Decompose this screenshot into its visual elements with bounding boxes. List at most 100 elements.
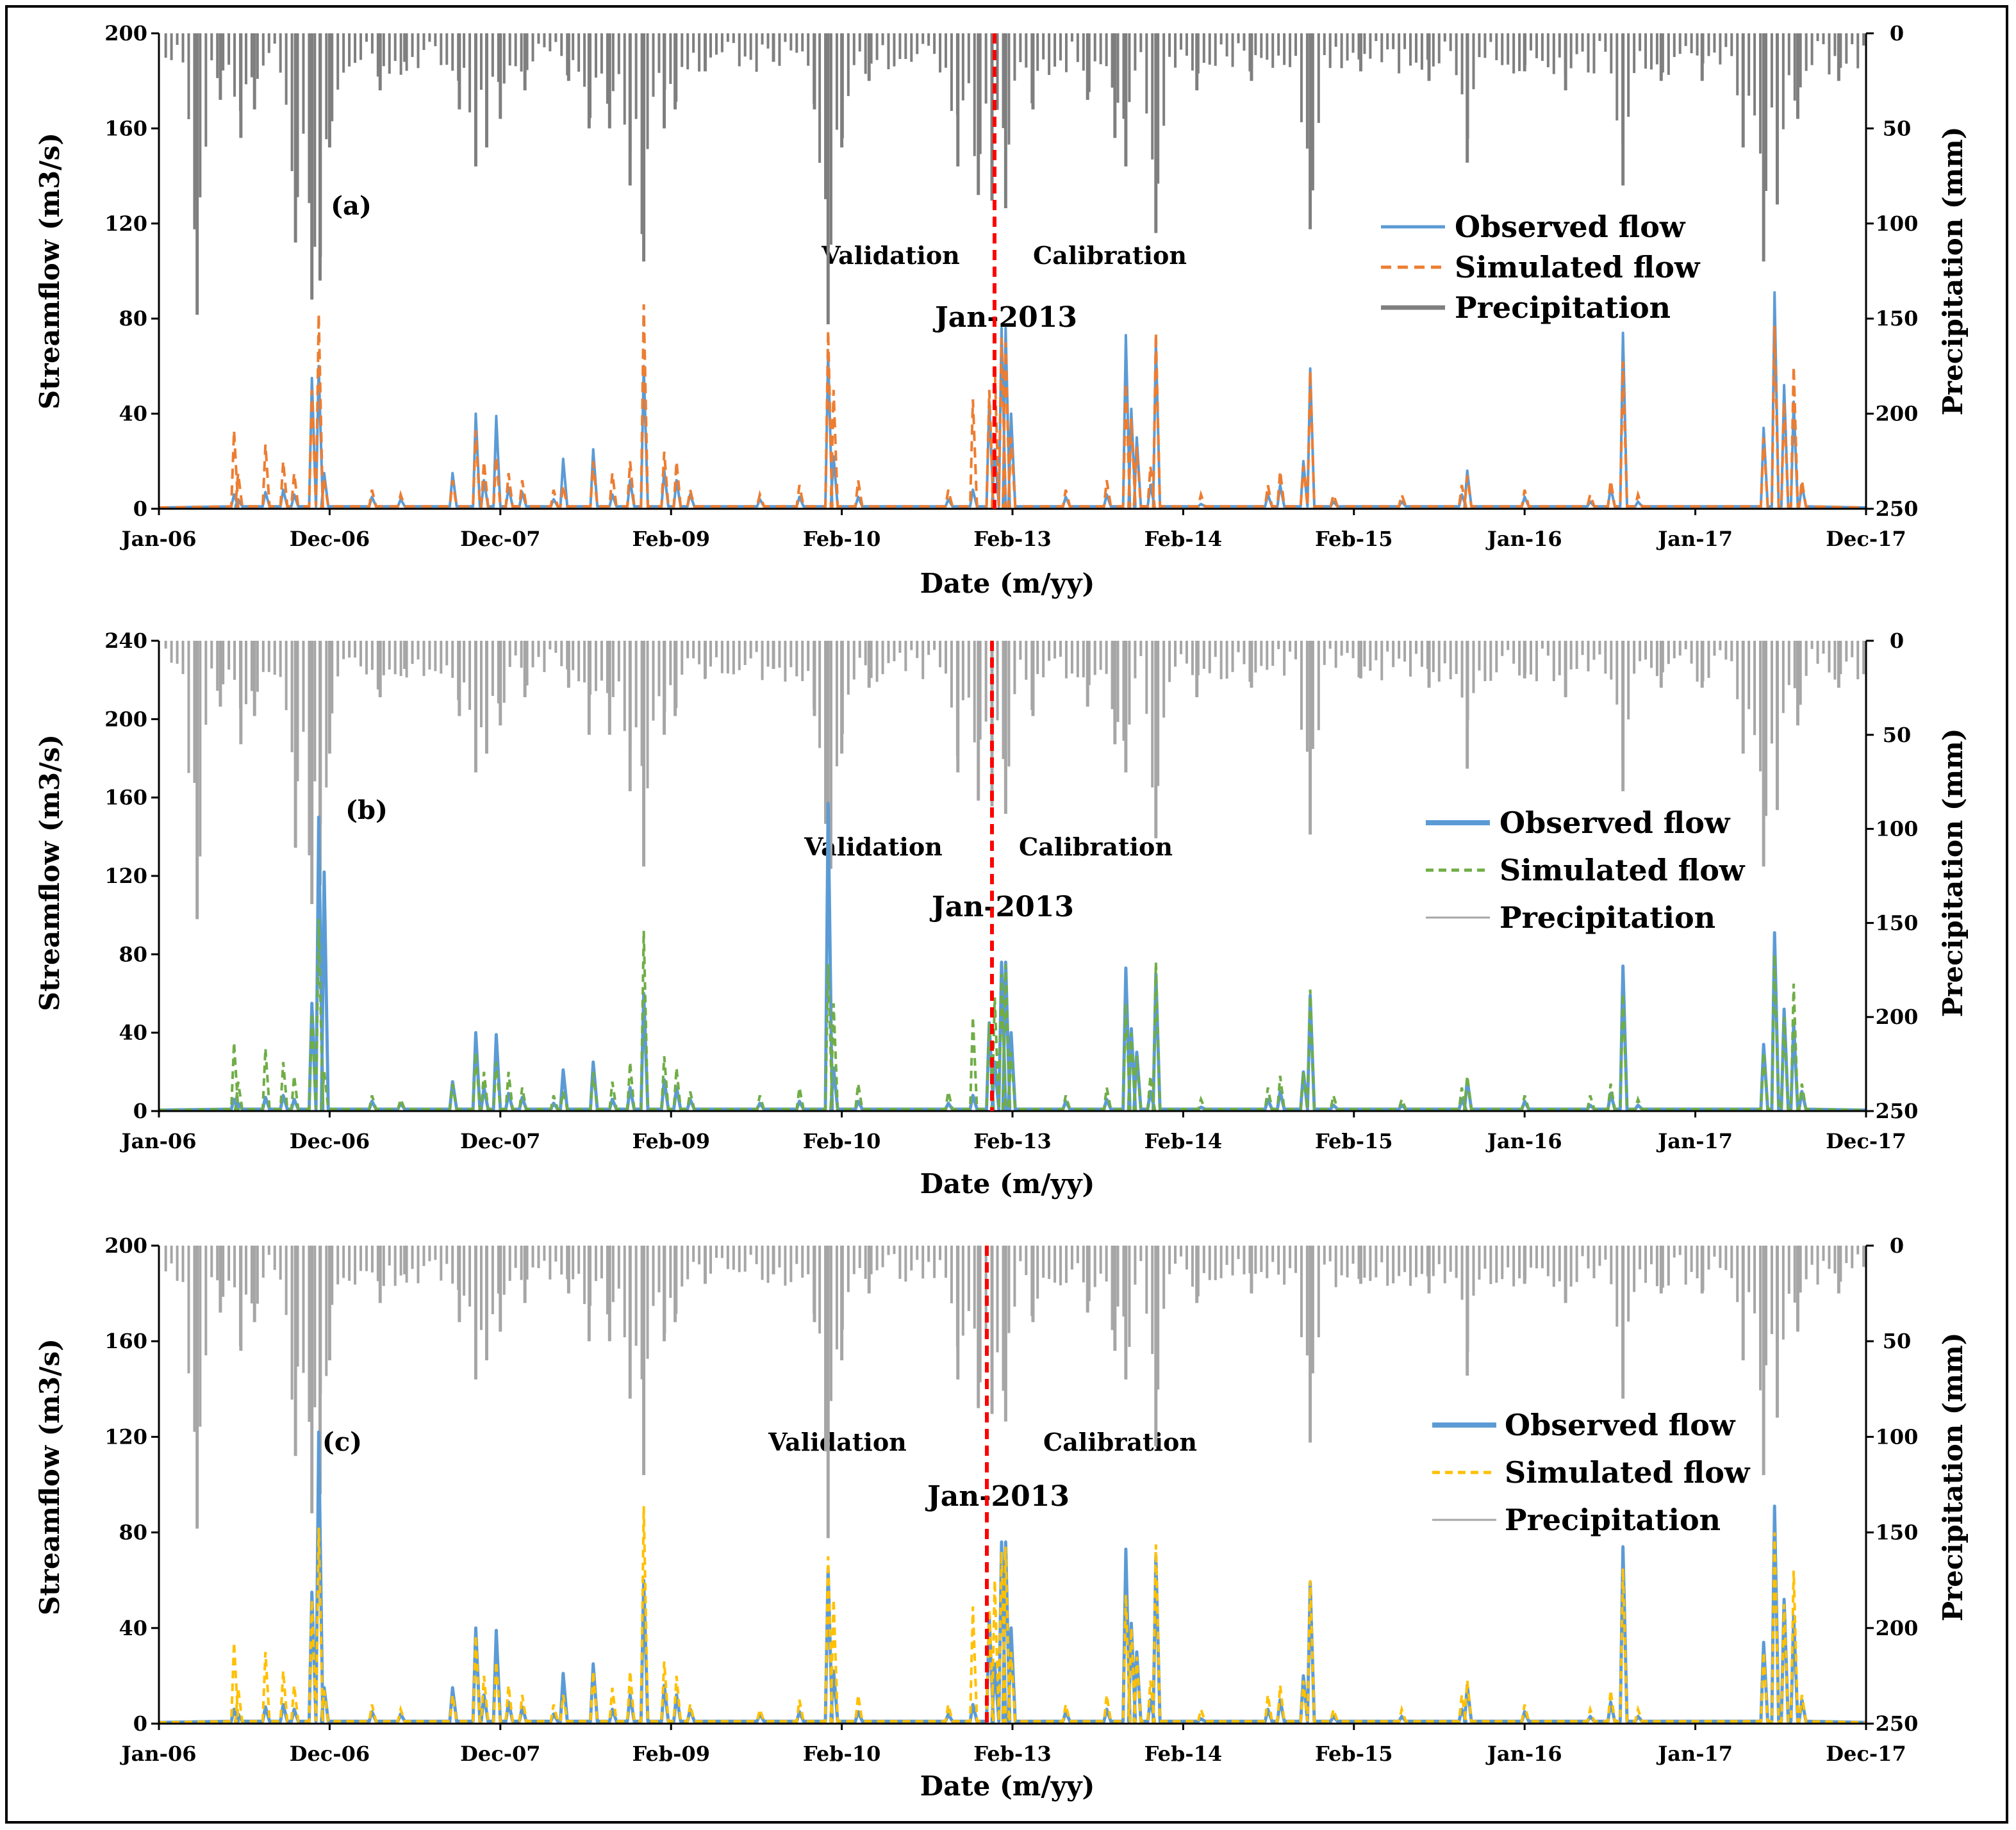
y-axis-label: Streamflow (m3/s) <box>34 1339 65 1615</box>
x-tick-label: Jan-16 <box>1485 1742 1562 1766</box>
y2-tick-label: 50 <box>1883 116 1912 140</box>
panel-a: Streamflow (m3/s) Precipitation (mm) Dat… <box>34 126 1969 599</box>
legend-label-precipitation: Precipitation <box>1500 900 1715 935</box>
x-axis-label: Date (m/yy) <box>920 568 1095 599</box>
chart-marks: 0 40 80 120 160 200 0 50 100 150 200 250 Jan-06 Dec-0… <box>104 21 1918 1766</box>
x-tick-label: Jan-16 <box>1485 527 1562 551</box>
y-tick-label: 40 <box>119 1021 147 1045</box>
y-tick-label: 0 <box>133 497 147 521</box>
y-tick-label: 40 <box>119 1616 147 1640</box>
simulated-flow-line <box>158 919 1867 1112</box>
calibration-label: Calibration <box>1019 832 1173 861</box>
legend-label-simulated: Simulated flow <box>1500 853 1746 887</box>
legend-label-precipitation: Precipitation <box>1505 1503 1721 1537</box>
x-tick-label: Dec-07 <box>460 1742 540 1766</box>
y2-tick-label: 100 <box>1876 817 1919 841</box>
y2-tick-label: 0 <box>1890 629 1904 653</box>
validation-label: Validation <box>804 832 943 861</box>
x-tick-label: Jan-17 <box>1656 527 1733 551</box>
x-tick-label: Dec-06 <box>290 527 370 551</box>
y-tick-label: 0 <box>133 1099 147 1123</box>
y-tick-label: 40 <box>119 402 147 426</box>
y-tick-label: 160 <box>104 1329 147 1353</box>
x-tick-label: Dec-17 <box>1826 1129 1906 1153</box>
y2-tick-label: 50 <box>1883 1329 1912 1353</box>
x-axis-label: Date (m/yy) <box>920 1168 1095 1199</box>
y-tick-label: 160 <box>104 116 147 140</box>
y-tick-label: 120 <box>104 211 147 236</box>
y-tick-label: 120 <box>104 864 147 888</box>
legend: Observed flow Simulated flow Precipitati… <box>1432 1408 1751 1537</box>
legend-label-observed: Observed flow <box>1505 1408 1736 1442</box>
x-tick-label: Jan-16 <box>1485 1129 1562 1153</box>
legend-label-simulated: Simulated flow <box>1505 1455 1751 1490</box>
y2-tick-label: 250 <box>1876 1099 1919 1123</box>
y-tick-label: 80 <box>119 306 147 331</box>
panel-label: (c) <box>322 1427 362 1457</box>
x-tick-label: Jan-06 <box>120 527 197 551</box>
y2-tick-label: 100 <box>1876 1424 1919 1449</box>
y2-axis-label: Precipitation (mm) <box>1937 728 1969 1017</box>
simulated-flow-line <box>158 1506 1867 1724</box>
y2-tick-label: 250 <box>1876 1711 1919 1736</box>
precipitation-series <box>164 641 1865 929</box>
panel-plot: 0 40 80 120 160 200 240 0 50 100 150 200 250 Jan-06 De… <box>104 629 1918 1153</box>
panel-c: Streamflow (m3/s) Precipitation (mm) Dat… <box>34 1332 1969 1802</box>
validation-label: Validation <box>768 1428 907 1456</box>
y2-axis-label: Precipitation (mm) <box>1937 126 1969 415</box>
x-tick-label: Dec-06 <box>290 1129 370 1153</box>
x-tick-label: Feb-15 <box>1315 527 1393 551</box>
y2-tick-label: 150 <box>1876 911 1919 935</box>
x-tick-label: Feb-09 <box>632 1742 710 1766</box>
y2-axis-label: Precipitation (mm) <box>1937 1332 1969 1621</box>
figure-frame <box>5 5 2008 1824</box>
panel-label: (a) <box>331 191 372 221</box>
y-axis-label: Streamflow (m3/s) <box>34 133 65 409</box>
x-tick-label: Feb-10 <box>803 1129 881 1153</box>
y2-tick-label: 200 <box>1876 1616 1919 1640</box>
legend-label-simulated: Simulated flow <box>1455 250 1701 284</box>
x-tick-label: Feb-10 <box>803 1742 881 1766</box>
x-tick-label: Feb-09 <box>632 527 710 551</box>
x-tick-label: Feb-13 <box>973 527 1052 551</box>
y-axis-label: Streamflow (m3/s) <box>34 734 65 1011</box>
x-tick-label: Dec-06 <box>290 1742 370 1766</box>
x-tick-label: Dec-17 <box>1826 1742 1906 1766</box>
y-tick-label: 200 <box>104 1233 147 1258</box>
validation-label: Validation <box>821 241 960 270</box>
x-axis-label: Date (m/yy) <box>920 1770 1095 1802</box>
y-tick-label: 80 <box>119 942 147 966</box>
calibration-label: Calibration <box>1033 241 1187 270</box>
y-tick-label: 120 <box>104 1424 147 1449</box>
y2-tick-label: 150 <box>1876 306 1919 331</box>
y2-tick-label: 250 <box>1876 497 1919 521</box>
simulated-flow-line <box>158 304 1867 509</box>
y2-tick-label: 150 <box>1876 1521 1919 1545</box>
panel-plot: 0 40 80 120 160 200 0 50 100 150 200 250 Jan-06 Dec-0… <box>104 1233 1918 1766</box>
precipitation-series <box>164 33 1865 325</box>
x-tick-label: Feb-14 <box>1144 1742 1223 1766</box>
x-tick-label: Feb-15 <box>1315 1129 1393 1153</box>
y-tick-label: 160 <box>104 786 147 810</box>
x-tick-label: Feb-13 <box>973 1742 1052 1766</box>
x-tick-label: Jan-06 <box>120 1742 197 1766</box>
y2-tick-label: 50 <box>1883 723 1912 747</box>
split-date-label: Jan-2013 <box>929 891 1074 923</box>
x-tick-label: Feb-09 <box>632 1129 710 1153</box>
x-tick-label: Jan-17 <box>1656 1129 1733 1153</box>
legend-label-precipitation: Precipitation <box>1455 290 1671 325</box>
y2-tick-label: 100 <box>1876 211 1919 236</box>
x-tick-label: Feb-10 <box>803 527 881 551</box>
x-tick-label: Dec-07 <box>460 527 540 551</box>
y-tick-label: 0 <box>133 1711 147 1736</box>
split-date-label: Jan-2013 <box>925 1480 1070 1513</box>
y-tick-label: 200 <box>104 707 147 731</box>
y-tick-label: 240 <box>104 629 147 653</box>
legend-label-observed: Observed flow <box>1455 210 1686 244</box>
x-tick-label: Feb-13 <box>973 1129 1052 1153</box>
x-tick-label: Feb-14 <box>1144 1129 1223 1153</box>
y-tick-label: 200 <box>104 21 147 45</box>
panel-b: Streamflow (m3/s) Precipitation (mm) Dat… <box>34 728 1969 1199</box>
x-tick-label: Dec-17 <box>1826 527 1906 551</box>
